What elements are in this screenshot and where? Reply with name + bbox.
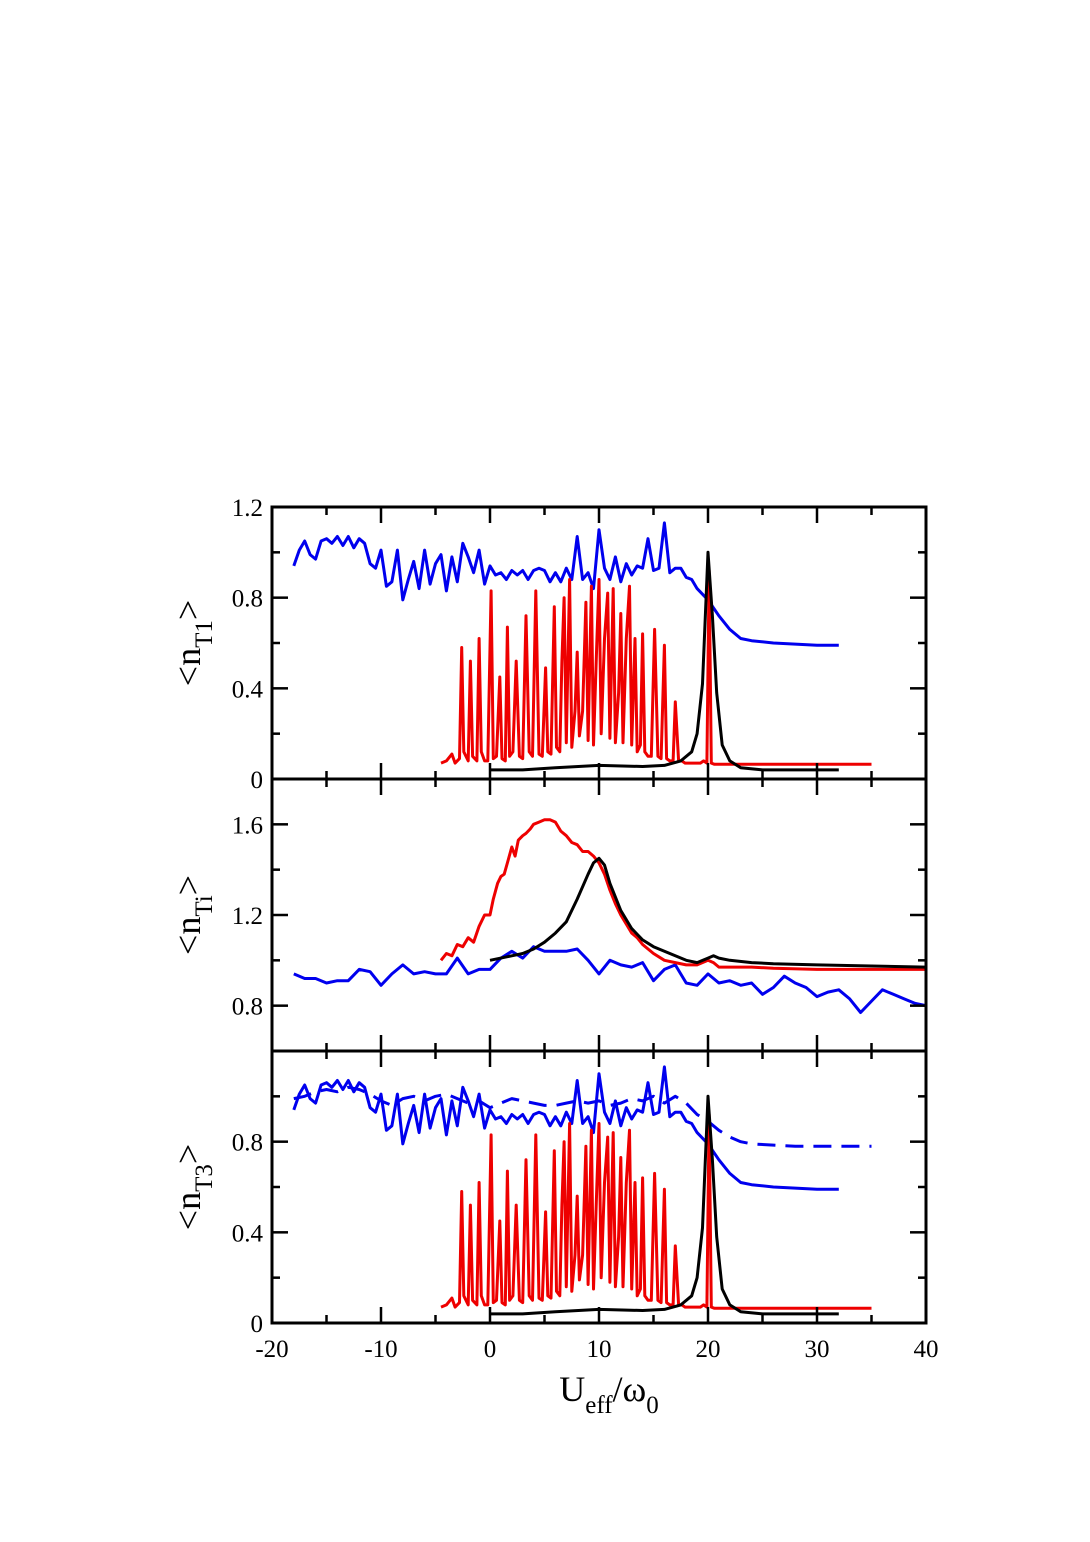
y-tick-label: 0.8 [232, 1130, 263, 1157]
y-axis-title: <nT3> [168, 1144, 218, 1230]
x-title-mid: /ω [613, 1369, 647, 1409]
series-line-red [440, 569, 872, 766]
y-title-close: > [168, 600, 208, 620]
x-title-sub2: 0 [646, 1392, 659, 1419]
series-line-blue [292, 1065, 839, 1191]
x-tick-label: -10 [364, 1336, 397, 1363]
series-line-blue [292, 521, 839, 647]
y-tick-label: 0.4 [232, 676, 264, 703]
y-tick-label: 0.4 [232, 1220, 264, 1247]
y-title-open: < [168, 1210, 208, 1230]
x-tick-label: 40 [914, 1336, 939, 1363]
y-axis-title: <nTi> [168, 875, 218, 955]
y-tick-label: 1.6 [232, 812, 263, 839]
series-line-red [440, 1113, 872, 1310]
y-tick-label: 0.8 [232, 994, 263, 1021]
y-title-sub: T1 [191, 620, 218, 648]
y-tick-label: 0 [251, 1311, 264, 1338]
x-tick-label: 10 [587, 1336, 612, 1363]
y-title-close: > [168, 1144, 208, 1164]
y-tick-label: 0.8 [232, 586, 263, 613]
y-title-base: n [168, 1192, 208, 1210]
panel-bottom: 00.40.8-20 -10 0 10 20 30 40<nT3>Ueff/ω0 [168, 1049, 939, 1419]
x-title-sub: eff [585, 1392, 613, 1419]
y-axis-title: <nT1> [168, 600, 218, 686]
y-tick-label: 1.2 [232, 495, 263, 522]
series-line-red [439, 818, 926, 971]
y-tick-label: 1.2 [232, 903, 263, 930]
y-title-sub: Ti [191, 895, 218, 916]
y-title-close: > [168, 875, 208, 895]
y-title-base: n [168, 648, 208, 666]
series-line-black [489, 856, 926, 969]
series-line-blue-dashed [293, 1085, 872, 1148]
x-axis-title: Ueff/ω0 [559, 1369, 659, 1419]
panel-top: 0 0.4 0.8 1.2 <nT1> [168, 495, 928, 794]
y-title-sub: T3 [191, 1164, 218, 1192]
series-line-blue [293, 945, 926, 1014]
x-tick-label: 30 [805, 1336, 830, 1363]
x-title-base: U [559, 1369, 585, 1409]
panels: 00.40.81.2<nT1>0.81.21.6<nTi>00.40.8-20-… [168, 495, 939, 1419]
y-tick-label: 0 [251, 767, 264, 794]
y-title-base: n [168, 917, 208, 935]
x-tick-label: 0 [484, 1336, 497, 1363]
y-title-open: < [168, 666, 208, 686]
x-tick-label: 20 [696, 1336, 721, 1363]
x-tick-label: -20 [255, 1336, 288, 1363]
y-title-open: < [168, 935, 208, 955]
